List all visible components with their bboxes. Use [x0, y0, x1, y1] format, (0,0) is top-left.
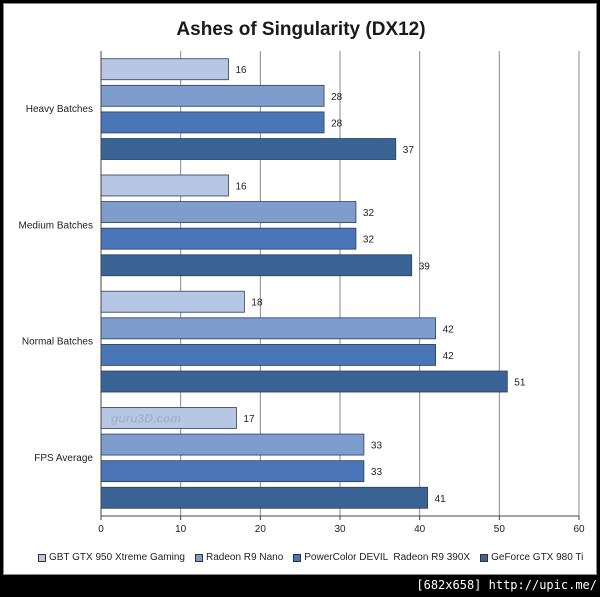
- bar-value-label: 32: [363, 208, 375, 219]
- legend-swatch: [194, 553, 203, 562]
- legend-label: GeForce GTX 980 Ti: [491, 552, 584, 563]
- bar-value-label: 51: [514, 378, 526, 389]
- bar-value-label: 33: [371, 441, 383, 452]
- bar: [100, 344, 437, 366]
- x-tick-label: 0: [98, 524, 104, 535]
- bar-value-label: 41: [435, 494, 447, 505]
- legend-label: GBT GTX 950 Xtreme Gaming: [49, 552, 185, 563]
- bar: [100, 227, 357, 250]
- bar-value-label: 33: [371, 467, 383, 478]
- bar-value-label: 32: [363, 235, 375, 246]
- x-tick-label: 20: [255, 524, 267, 535]
- legend-item: PowerColor DEVIL Radeon R9 390X: [293, 552, 470, 563]
- chart-canvas: Ashes of Singularity (DX12) Heavy Batche…: [19, 19, 585, 535]
- x-tick-label: 50: [494, 524, 506, 535]
- chart-title: Ashes of Singularity (DX12): [176, 19, 425, 40]
- bar-value-label: 42: [443, 351, 455, 362]
- bar: [100, 317, 437, 340]
- bar: [100, 201, 357, 223]
- category-label: Heavy Batches: [26, 104, 93, 115]
- legend-swatch: [38, 553, 46, 562]
- bar-value-label: 42: [443, 324, 455, 335]
- category-label: Normal Batches: [22, 337, 93, 348]
- bar-value-label: 16: [235, 181, 247, 192]
- legend-item: Radeon R9 Nano: [194, 552, 284, 563]
- watermark-logo: guru3D.com: [110, 411, 181, 425]
- legend-item: GBT GTX 950 Xtreme Gaming: [38, 552, 185, 563]
- bar-value-label: 17: [243, 414, 255, 425]
- bar: [100, 370, 508, 393]
- category-label: Medium Batches: [19, 220, 93, 231]
- bar-value-label: 37: [403, 145, 415, 156]
- bar: [100, 84, 325, 107]
- x-tick-label: 60: [573, 524, 585, 535]
- chart-frame: Ashes of Singularity (DX12) Heavy Batche…: [3, 3, 597, 575]
- x-tick-label: 10: [175, 524, 187, 535]
- legend-swatch: [293, 553, 302, 562]
- bar: [100, 58, 229, 81]
- legend-swatch: [480, 553, 489, 562]
- bar: [100, 111, 325, 134]
- bar: [100, 174, 229, 197]
- chart-legend: GBT GTX 950 Xtreme Gaming Radeon R9 Nano P…: [38, 552, 583, 563]
- bar: [100, 433, 365, 456]
- bar-value-label: 28: [331, 118, 343, 129]
- bar-value-label: 39: [419, 261, 431, 272]
- bar: [100, 486, 429, 509]
- bar: [100, 254, 413, 277]
- legend-label: PowerColor DEVIL Radeon R9 390X: [304, 552, 471, 563]
- bar: [100, 460, 365, 483]
- bar: [100, 290, 245, 313]
- bar: [100, 138, 397, 160]
- x-tick-label: 40: [414, 524, 426, 535]
- bar-value-label: 28: [331, 92, 343, 103]
- legend-label: Radeon R9 Nano: [205, 552, 284, 563]
- image-footer: [682x658] http://upic.me/: [416, 578, 597, 592]
- category-label: FPS Average: [34, 453, 93, 464]
- x-tick-label: 30: [334, 524, 346, 535]
- bar-value-label: 18: [251, 298, 263, 309]
- legend-item: GeForce GTX 980 Ti: [480, 552, 583, 563]
- bar-value-label: 16: [235, 65, 247, 76]
